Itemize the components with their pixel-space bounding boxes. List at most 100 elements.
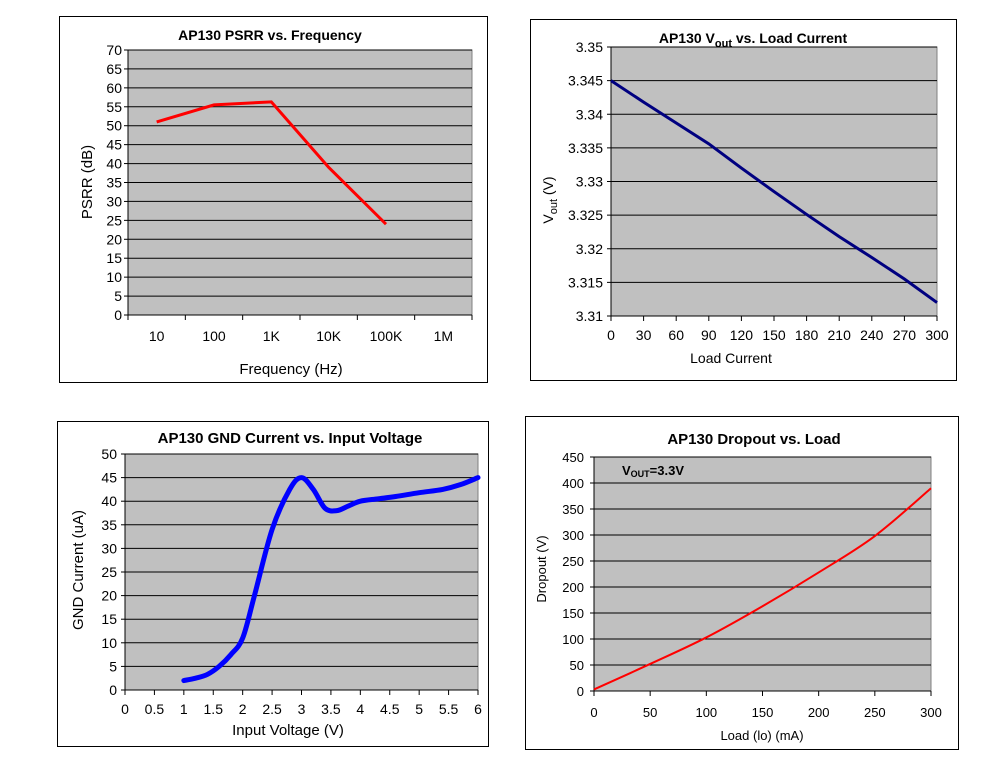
y-axis-label: Vout (V) [540,176,560,223]
x-tick-label: 210 [828,327,852,343]
x-tick-label: 2.5 [262,701,282,717]
x-axis-label: Load (lo) (mA) [720,728,803,743]
y-tick-label: 50 [570,658,584,673]
y-axis-label: PSRR (dB) [79,145,96,219]
vout-chart: 3.31 3.315 3.32 3.325 3.33 3.335 3.34 3.345 3.35… [540,30,949,366]
y-tick-label: 15 [106,250,122,266]
y-tick-label: 300 [562,528,584,543]
y-tick-label: 25 [101,564,117,580]
psrr-chart: 0 5 10 15 20 25 30 35 40 45 50 55 60 65 70 10 100 1K 10K 1… [79,27,473,378]
y-tick-label: 100 [562,632,584,647]
x-tick-label: 3.5 [321,701,341,717]
y-tick-label: 0 [577,684,584,699]
y-tick-label: 3.35 [576,39,603,55]
x-tick-label: 100 [202,328,226,344]
y-tick-label: 70 [106,42,122,58]
y-tick-label: 65 [106,61,122,77]
chart-title: AP130 Vout vs. Load Current [659,30,848,50]
psrr-chart-panel: 0 5 10 15 20 25 30 35 40 45 50 55 60 65 70 10 100 1K 10K 1… [59,16,488,383]
y-tick-label: 15 [101,611,117,627]
y-tick-label: 150 [562,606,584,621]
y-tick-label: 50 [101,446,117,462]
y-tick-label: 60 [106,80,122,96]
x-tick-label: 1K [263,328,281,344]
y-tick-label: 450 [562,450,584,465]
y-axis-label: Dropout (V) [534,535,549,602]
y-tick-label: 20 [101,588,117,604]
y-tick-label: 30 [101,540,117,556]
y-tick-label: 0 [109,682,117,698]
dropout-chart: 0 50 100 150 200 250 300 350 400 450 0 50 100 150 200… [534,431,942,743]
x-tick-label: 120 [730,327,754,343]
chart-title: AP130 PSRR vs. Frequency [178,27,362,43]
annotation-label: VOUT=3.3V [622,463,684,479]
y-tick-label: 250 [562,554,584,569]
x-tick-label: 150 [762,327,786,343]
x-tick-label: 300 [920,705,942,720]
x-tick-label: 60 [668,327,684,343]
y-tick-label: 3.335 [568,140,603,156]
y-tick-label: 3.325 [568,207,603,223]
x-tick-label: 4 [356,701,364,717]
y-tick-label: 3.345 [568,73,603,89]
x-tick-label: 240 [860,327,884,343]
x-tick-label: 0 [121,701,129,717]
x-tick-label: 6 [474,701,482,717]
x-tick-label: 300 [925,327,949,343]
x-axis-label: Input Voltage (V) [232,722,344,739]
x-tick-label: 200 [808,705,830,720]
x-tick-label: 2 [239,701,247,717]
gnd-current-chart-panel: 0 5 10 15 20 25 30 35 40 45 50 0 0.5 1 1.5 2 2.5 3 3.5 4 4.… [57,421,489,747]
x-tick-label: 5.5 [439,701,459,717]
y-tick-label: 3.31 [576,308,603,324]
y-tick-label: 3.33 [576,174,603,190]
y-tick-label: 10 [106,269,122,285]
x-tick-label: 4.5 [380,701,400,717]
x-tick-label: 100 [695,705,717,720]
y-tick-label: 40 [106,156,122,172]
gnd-current-chart: 0 5 10 15 20 25 30 35 40 45 50 0 0.5 1 1.5 2 2.5 3 3.5 4 4.… [70,430,482,739]
x-tick-label: 250 [864,705,886,720]
y-tick-label: 25 [106,212,122,228]
x-tick-label: 100K [370,328,403,344]
chart-title: AP130 Dropout vs. Load [667,431,840,448]
x-tick-label: 270 [893,327,917,343]
y-tick-label: 45 [106,137,122,153]
y-tick-label: 200 [562,580,584,595]
y-tick-label: 350 [562,502,584,517]
y-tick-label: 30 [106,193,122,209]
y-tick-label: 55 [106,99,122,115]
y-axis-label: GND Current (uA) [70,510,87,630]
y-tick-label: 5 [109,658,117,674]
x-tick-label: 10 [149,328,165,344]
chart-title: AP130 GND Current vs. Input Voltage [158,430,423,447]
x-tick-label: 0 [590,705,597,720]
x-tick-label: 1.5 [204,701,224,717]
x-tick-label: 90 [701,327,717,343]
x-tick-label: 0.5 [145,701,165,717]
y-tick-label: 35 [101,517,117,533]
x-tick-label: 1 [180,701,188,717]
x-tick-label: 150 [752,705,774,720]
x-tick-label: 50 [643,705,657,720]
x-tick-label: 180 [795,327,819,343]
y-tick-label: 50 [106,118,122,134]
x-axis-label: Frequency (Hz) [239,361,342,378]
x-tick-label: 0 [607,327,615,343]
y-tick-label: 0 [114,307,122,323]
dropout-chart-panel: 0 50 100 150 200 250 300 350 400 450 0 50 100 150 200… [525,416,959,750]
x-tick-label: 3 [298,701,306,717]
y-tick-label: 3.34 [576,106,603,122]
y-tick-label: 35 [106,175,122,191]
x-tick-label: 30 [636,327,652,343]
y-tick-label: 3.315 [568,274,603,290]
y-tick-label: 45 [101,470,117,486]
y-tick-label: 10 [101,635,117,651]
y-tick-label: 3.32 [576,241,603,257]
y-tick-label: 40 [101,493,117,509]
x-axis-label: Load Current [690,350,772,366]
y-tick-label: 5 [114,288,122,304]
x-tick-label: 10K [316,328,342,344]
y-tick-label: 20 [106,231,122,247]
y-tick-label: 400 [562,476,584,491]
